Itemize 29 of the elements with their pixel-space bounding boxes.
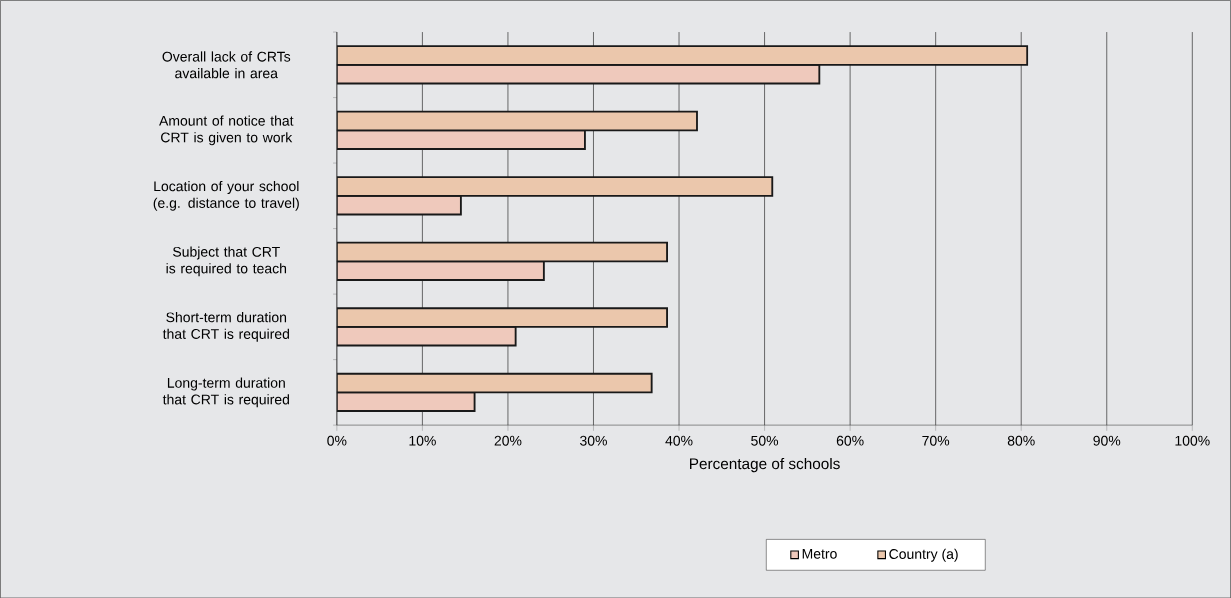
bar — [336, 391, 476, 412]
y-tick-label: Subject that CRT is required to teach — [166, 246, 287, 276]
x-tick-label: 40% — [665, 435, 693, 446]
x-tick-label: 90% — [1093, 435, 1121, 446]
y-tick-label: Short-term duration that CRT is required — [162, 311, 289, 342]
legend-label: Metro — [802, 548, 837, 559]
bar — [336, 129, 586, 150]
bar — [336, 325, 517, 347]
bar — [336, 194, 462, 216]
y-tick-label: Overall lack of CRTs available in area — [162, 51, 291, 79]
bar — [336, 176, 774, 197]
x-tick-label: 80% — [1007, 435, 1035, 446]
y-tick-label: Long-term duration that CRT is required — [162, 377, 289, 408]
bar — [336, 45, 1029, 66]
x-tick-label: 100% — [1175, 435, 1210, 446]
x-tick-label: 20% — [494, 435, 522, 446]
x-tick-label: 30% — [580, 435, 607, 446]
y-tick-label: Location of your school (e.g. distance to travel) — [153, 180, 299, 211]
bar — [336, 260, 545, 281]
x-tick-label: 10% — [409, 435, 436, 446]
bar — [336, 307, 668, 328]
x-axis-title: Percentage of schools — [690, 457, 840, 472]
x-tick-label: 0% — [327, 435, 347, 446]
y-tick-label: Amount of notice that CRT is given to work — [159, 115, 294, 145]
legend-label: Country (a) — [889, 548, 958, 562]
bar — [336, 63, 821, 85]
x-tick-label: 50% — [751, 435, 779, 446]
x-tick-label: 60% — [836, 435, 864, 446]
x-tick-label: 70% — [922, 435, 950, 446]
